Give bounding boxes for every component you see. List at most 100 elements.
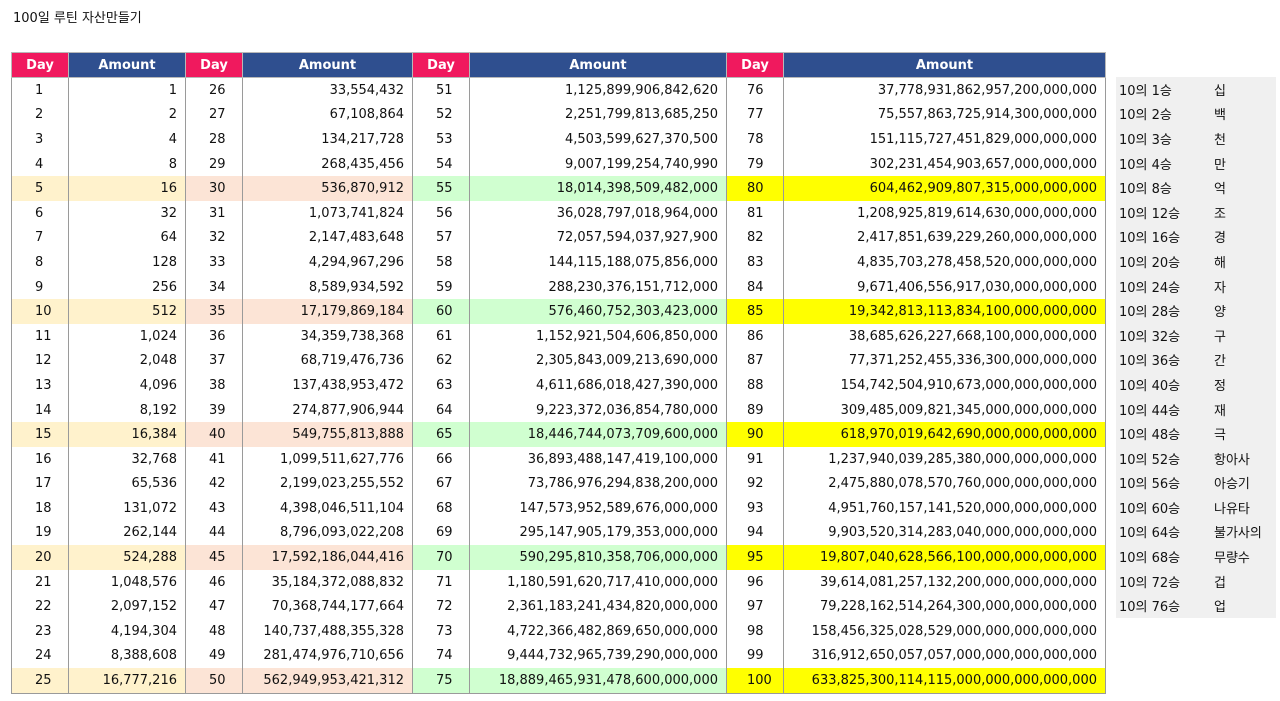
day-cell: 40 bbox=[185, 422, 243, 447]
amount-cell: 2,097,152 bbox=[68, 594, 186, 620]
table-header-row: Day Amount Day Amount Day Amount Day Amo… bbox=[11, 52, 1106, 78]
day-header: Day bbox=[412, 52, 470, 78]
amount-cell: 2,305,843,009,213,690,000 bbox=[469, 348, 727, 374]
power-of-ten-label: 10의 76승 bbox=[1116, 593, 1214, 619]
day-cell: 50 bbox=[185, 668, 243, 694]
day-cell: 18 bbox=[11, 496, 69, 521]
amount-cell: 4,722,366,482,869,650,000,000 bbox=[469, 619, 727, 644]
day-cell: 17 bbox=[11, 471, 69, 497]
day-cell: 59 bbox=[412, 274, 470, 300]
korean-unit-name: 자 bbox=[1214, 273, 1276, 299]
amount-cell: 4,951,760,157,141,520,000,000,000,000 bbox=[783, 496, 1106, 521]
day-cell: 33 bbox=[185, 250, 243, 275]
unit-row: 10의 8승 억 bbox=[1116, 175, 1276, 200]
amount-header: Amount bbox=[469, 52, 727, 78]
amount-cell: 67,108,864 bbox=[242, 102, 413, 128]
korean-unit-name: 백 bbox=[1214, 101, 1276, 127]
amount-cell: 65,536 bbox=[68, 471, 186, 497]
power-of-ten-label: 10의 32승 bbox=[1116, 322, 1214, 348]
unit-row: 10의 20승 해 bbox=[1116, 249, 1276, 274]
amount-cell: 1,237,940,039,285,380,000,000,000,000 bbox=[783, 446, 1106, 472]
day-cell: 96 bbox=[726, 569, 784, 595]
table-row: 8 128 33 4,294,967,296 58 144,115,188,075,856… bbox=[11, 250, 1106, 275]
day-cell: 8 bbox=[11, 250, 69, 275]
day-cell: 6 bbox=[11, 200, 69, 226]
power-of-ten-label: 10의 12승 bbox=[1116, 199, 1214, 225]
day-header: Day bbox=[726, 52, 784, 78]
amount-cell: 36,893,488,147,419,100,000 bbox=[469, 446, 727, 472]
power-of-ten-label: 10의 44승 bbox=[1116, 396, 1214, 422]
day-cell: 19 bbox=[11, 520, 69, 546]
amount-cell: 2,048 bbox=[68, 348, 186, 374]
unit-row: 10의 4승 만 bbox=[1116, 150, 1276, 176]
amount-cell: 1,180,591,620,717,410,000,000 bbox=[469, 569, 727, 595]
amount-cell: 70,368,744,177,664 bbox=[242, 594, 413, 620]
unit-row: 10의 1승 십 bbox=[1116, 77, 1276, 102]
day-cell: 68 bbox=[412, 496, 470, 521]
amount-cell: 1 bbox=[68, 77, 186, 103]
power-of-ten-label: 10의 24승 bbox=[1116, 273, 1214, 299]
day-cell: 88 bbox=[726, 373, 784, 398]
table-row: 23 4,194,304 48 140,737,488,355,328 73 4,722,… bbox=[11, 619, 1106, 644]
amount-cell: 37,778,931,862,957,200,000,000 bbox=[783, 77, 1106, 103]
day-cell: 63 bbox=[412, 373, 470, 398]
day-cell: 97 bbox=[726, 594, 784, 620]
amount-cell: 316,912,650,057,057,000,000,000,000,000 bbox=[783, 643, 1106, 669]
amount-cell: 549,755,813,888 bbox=[242, 422, 413, 447]
table-row: 7 64 32 2,147,483,648 57 72,057,594,037,927,9… bbox=[11, 225, 1106, 251]
amount-cell: 288,230,376,151,712,000 bbox=[469, 274, 727, 300]
day-cell: 94 bbox=[726, 520, 784, 546]
day-cell: 92 bbox=[726, 471, 784, 497]
amount-cell: 8 bbox=[68, 151, 186, 177]
day-cell: 67 bbox=[412, 471, 470, 497]
table-row: 2 2 27 67,108,864 52 2,251,799,813,685,250 77 7… bbox=[11, 102, 1106, 128]
day-cell: 87 bbox=[726, 348, 784, 374]
day-cell: 64 bbox=[412, 397, 470, 423]
amount-cell: 1,208,925,819,614,630,000,000,000 bbox=[783, 200, 1106, 226]
day-cell: 66 bbox=[412, 446, 470, 472]
table-row: 11 1,024 36 34,359,738,368 61 1,152,921,504,6… bbox=[11, 323, 1106, 349]
amount-cell: 68,719,476,736 bbox=[242, 348, 413, 374]
day-cell: 30 bbox=[185, 176, 243, 201]
korean-unit-name: 극 bbox=[1214, 421, 1276, 446]
day-cell: 20 bbox=[11, 545, 69, 570]
day-cell: 62 bbox=[412, 348, 470, 374]
unit-row: 10의 24승 자 bbox=[1116, 273, 1276, 299]
day-cell: 4 bbox=[11, 151, 69, 177]
table-row: 1 1 26 33,554,432 51 1,125,899,906,842,620 76 3… bbox=[11, 77, 1106, 103]
amount-cell: 2,251,799,813,685,250 bbox=[469, 102, 727, 128]
day-cell: 58 bbox=[412, 250, 470, 275]
amount-cell: 536,870,912 bbox=[242, 176, 413, 201]
korean-unit-name: 무량수 bbox=[1214, 544, 1276, 569]
day-header: Day bbox=[185, 52, 243, 78]
amount-header: Amount bbox=[242, 52, 413, 78]
amount-cell: 9,903,520,314,283,040,000,000,000,000 bbox=[783, 520, 1106, 546]
power-of-ten-label: 10의 36승 bbox=[1116, 347, 1214, 373]
day-cell: 79 bbox=[726, 151, 784, 177]
amount-cell: 72,057,594,037,927,900 bbox=[469, 225, 727, 251]
table-row: 17 65,536 42 2,199,023,255,552 67 73,786,976,… bbox=[11, 471, 1106, 497]
unit-row: 10의 28승 양 bbox=[1116, 298, 1276, 323]
amount-cell: 2,199,023,255,552 bbox=[242, 471, 413, 497]
unit-row: 10의 52승 항아사 bbox=[1116, 445, 1276, 471]
day-cell: 39 bbox=[185, 397, 243, 423]
amount-cell: 18,446,744,073,709,600,000 bbox=[469, 422, 727, 447]
amount-cell: 4,194,304 bbox=[68, 619, 186, 644]
unit-row: 10의 40승 정 bbox=[1116, 372, 1276, 397]
day-cell: 22 bbox=[11, 594, 69, 620]
day-cell: 86 bbox=[726, 323, 784, 349]
table-row: 18 131,072 43 4,398,046,511,104 68 147,573,95… bbox=[11, 496, 1106, 521]
unit-row: 10의 36승 간 bbox=[1116, 347, 1276, 373]
day-header: Day bbox=[11, 52, 69, 78]
day-cell: 9 bbox=[11, 274, 69, 300]
amount-cell: 309,485,009,821,345,000,000,000,000 bbox=[783, 397, 1106, 423]
amount-cell: 19,807,040,628,566,100,000,000,000,000 bbox=[783, 545, 1106, 570]
amount-cell: 140,737,488,355,328 bbox=[242, 619, 413, 644]
day-cell: 55 bbox=[412, 176, 470, 201]
table-row: 20 524,288 45 17,592,186,044,416 70 590,295,8… bbox=[11, 545, 1106, 570]
unit-row: 10의 68승 무량수 bbox=[1116, 544, 1276, 569]
amount-cell: 1,073,741,824 bbox=[242, 200, 413, 226]
day-cell: 35 bbox=[185, 299, 243, 324]
amount-cell: 2,361,183,241,434,820,000,000 bbox=[469, 594, 727, 620]
amount-cell: 16,777,216 bbox=[68, 668, 186, 694]
